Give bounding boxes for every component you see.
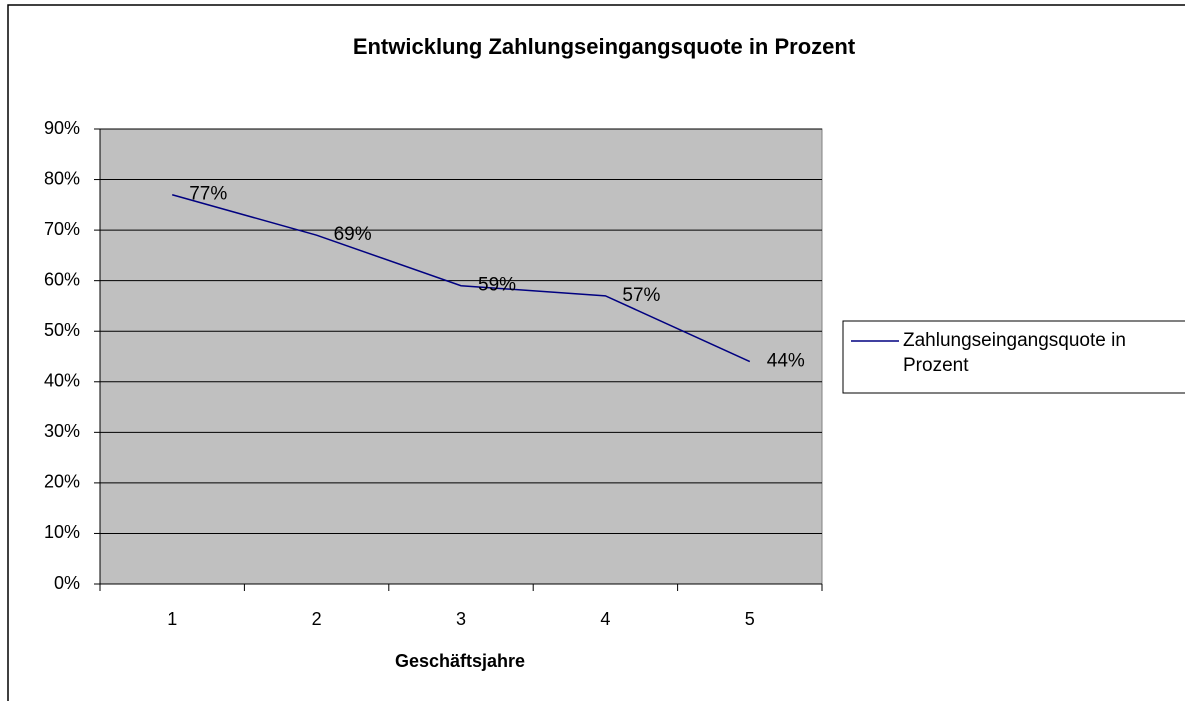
chart-title: Entwicklung Zahlungseingangsquote in Pro…	[353, 34, 856, 59]
y-tick-label: 80%	[44, 168, 80, 188]
data-label: 77%	[189, 184, 227, 205]
x-axis-title: Geschäftsjahre	[395, 651, 525, 671]
x-tick-label: 4	[600, 609, 610, 629]
plot-area	[99, 128, 823, 585]
data-label: 57%	[622, 285, 660, 306]
x-tick-label: 2	[312, 609, 322, 629]
y-tick-label: 50%	[44, 320, 80, 340]
data-line	[171, 194, 751, 363]
x-tick-label: 5	[745, 609, 755, 629]
chart-border	[7, 4, 1185, 701]
y-tick-label: 10%	[44, 522, 80, 542]
y-tick-label: 60%	[44, 269, 80, 289]
legend-label: Zahlungseingangsquote in Prozent	[903, 330, 1126, 376]
x-tick-label: 1	[167, 609, 177, 629]
data-label: 44%	[767, 351, 805, 372]
y-tick-label: 20%	[44, 472, 80, 492]
data-label: 59%	[478, 275, 516, 296]
y-tick-label: 40%	[44, 371, 80, 391]
y-tick-label: 70%	[44, 219, 80, 239]
y-tick-label: 0%	[54, 573, 80, 593]
y-tick-label: 30%	[44, 421, 80, 441]
y-tick-label: 90%	[44, 118, 80, 138]
legend-box	[842, 320, 1185, 394]
x-tick-label: 3	[456, 609, 466, 629]
data-label: 69%	[334, 224, 372, 245]
